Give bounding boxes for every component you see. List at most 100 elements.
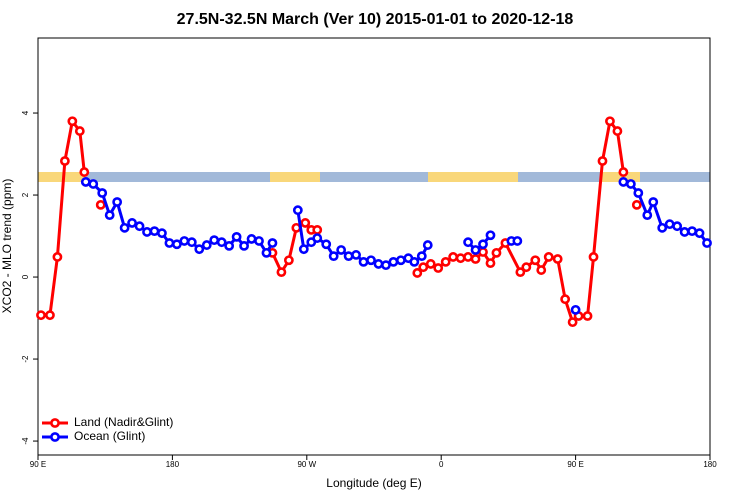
point [312,233,323,243]
x-tick-label: 180 [703,460,717,469]
point [97,188,108,198]
point [560,294,571,305]
point [648,197,659,207]
point [664,219,675,230]
point [478,247,488,257]
point [127,218,137,228]
point [597,156,608,166]
point [418,262,429,273]
point [231,231,242,242]
point [633,188,644,198]
point [164,238,175,248]
point [694,228,705,239]
y-axis-label: XCO2 - MLO trend (ppm) [0,179,14,314]
point [470,245,481,255]
point [672,221,683,232]
x-tick-label: 90 W [297,460,316,469]
point [642,210,653,221]
point [567,317,578,328]
point [328,251,339,262]
point [79,167,90,177]
point [149,226,160,237]
point [194,244,205,255]
point [321,239,332,250]
point [104,210,115,221]
point [67,116,78,127]
point [702,238,712,248]
point [358,256,369,267]
point [588,252,599,262]
point [112,197,123,207]
point [312,224,323,235]
point [491,247,502,258]
point [463,252,473,262]
point [336,245,347,255]
y-tick-label: -2 [21,355,30,363]
point [179,236,190,246]
point [80,177,91,187]
point [440,256,451,267]
point [570,304,581,315]
point [186,237,197,248]
point [74,126,85,136]
point [298,244,309,255]
point [134,221,145,232]
point [254,236,264,246]
point [687,226,697,237]
point [485,230,496,241]
point [543,252,554,262]
point [292,205,303,216]
point [142,227,152,237]
point [612,126,623,136]
point [470,254,481,264]
x-tick-label: 0 [439,460,444,469]
point [512,236,523,246]
point [416,251,427,262]
point [171,239,182,250]
legend-label: Land (Nadir&Glint) [74,415,173,429]
legend-marker [50,432,60,442]
point [425,259,436,269]
point [201,240,212,250]
y-tick-label: 2 [21,192,30,197]
point [388,256,399,267]
point [395,255,406,266]
point [478,239,488,250]
point [485,258,496,269]
point [530,255,541,266]
point [515,267,526,278]
point [224,240,235,251]
point [605,116,615,127]
point [373,259,384,269]
point [216,237,227,248]
y-tick-label: 4 [21,110,30,115]
point [455,253,466,264]
series-line [416,117,625,325]
point [276,267,287,278]
point [521,262,532,273]
point [657,222,668,233]
point [412,268,423,278]
point [95,199,106,210]
point [88,179,99,189]
point [366,255,376,266]
point [381,260,391,271]
point [283,255,294,266]
series-line [40,117,86,317]
x-tick-label: 180 [166,460,180,469]
point [448,252,459,262]
point [267,238,278,248]
point [52,252,63,262]
point [119,222,130,233]
map-strip [38,172,710,182]
chart-title: 27.5N-32.5N March (Ver 10) 2015-01-01 to… [177,11,574,28]
point [157,228,167,239]
point [582,311,593,321]
point [343,251,354,262]
point [36,310,46,321]
point [59,156,70,166]
point [209,235,220,246]
point [409,256,420,267]
point [463,237,473,248]
